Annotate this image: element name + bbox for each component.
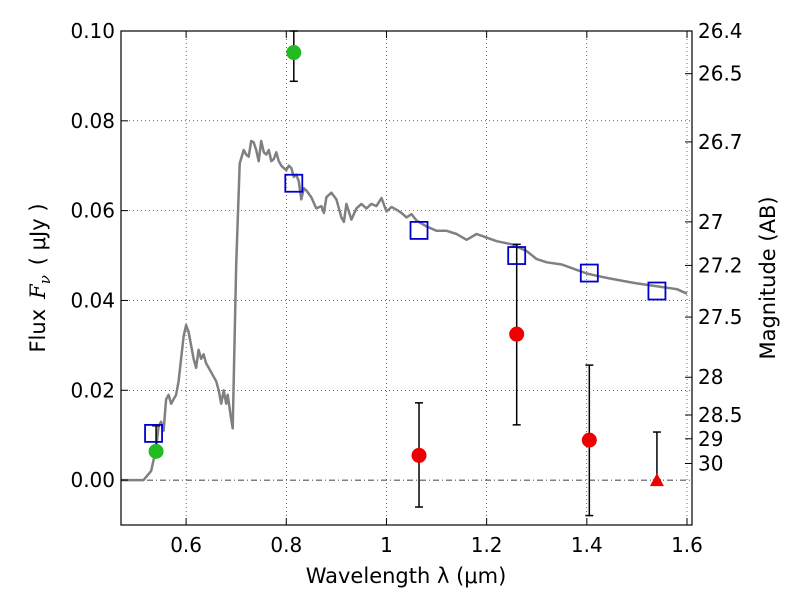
y2-tick-label: 26.4 bbox=[698, 19, 743, 43]
y-axis-label-prefix: Flux bbox=[26, 309, 50, 353]
model-sed bbox=[121, 139, 688, 482]
y2-tick-label: 28 bbox=[698, 365, 723, 389]
detection-point bbox=[286, 45, 302, 61]
y-tick-label: 0.04 bbox=[70, 288, 115, 312]
y-tick-labels: 0.00 0.02 0.04 0.06 0.08 0.10 bbox=[70, 19, 115, 492]
y-axis-label: Flux Fν ( μJy ) bbox=[26, 203, 54, 352]
model-band-flux-point bbox=[284, 173, 304, 193]
model-sed-line bbox=[121, 139, 688, 482]
x-axis-label: Wavelength λ (μm) bbox=[306, 564, 507, 588]
plot-frame bbox=[120, 30, 693, 526]
y-axis-label-subscript: ν bbox=[36, 275, 54, 284]
model-band-flux-point bbox=[144, 423, 163, 443]
y-tick-label: 0.02 bbox=[70, 378, 115, 402]
model-band-flux-point bbox=[647, 281, 667, 301]
y-tick-label: 0.00 bbox=[70, 468, 115, 492]
data-markers bbox=[144, 45, 667, 487]
y-axis-label-units: ( μJy ) bbox=[26, 203, 50, 265]
detection-point bbox=[148, 443, 164, 459]
non-detection-point bbox=[411, 447, 427, 463]
model-band-flux-point bbox=[409, 220, 429, 240]
y2-tick-label: 30 bbox=[698, 451, 723, 475]
x-tick-labels: 0.6 0.8 1 1.2 1.4 1.6 bbox=[170, 533, 703, 557]
y2-tick-label: 27.5 bbox=[698, 305, 743, 329]
x-tick-label: 1.2 bbox=[471, 533, 503, 557]
axis-ticks bbox=[121, 30, 692, 525]
y2-tick-label: 27.2 bbox=[698, 253, 743, 277]
non-detection-point bbox=[581, 432, 597, 448]
x-tick-label: 1 bbox=[380, 533, 393, 557]
model-band-flux-point bbox=[579, 263, 599, 283]
y2-tick-label: 29 bbox=[698, 427, 723, 451]
x-tick-label: 1.6 bbox=[671, 533, 703, 557]
model-band-flux-point bbox=[507, 246, 527, 265]
y-tick-label: 0.08 bbox=[70, 109, 115, 133]
y2-axis-label: Magnitude (AB) bbox=[756, 196, 780, 359]
y-tick-label: 0.06 bbox=[70, 199, 115, 223]
upper-limit-point bbox=[649, 473, 664, 487]
non-detection-point bbox=[509, 326, 525, 342]
y2-tick-label: 26.7 bbox=[698, 130, 743, 154]
x-tick-label: 1.4 bbox=[571, 533, 603, 557]
x-tick-label: 0.6 bbox=[170, 533, 202, 557]
y2-tick-label: 28.5 bbox=[698, 403, 743, 427]
y2-tick-label: 26.5 bbox=[698, 62, 743, 86]
y2-tick-label: 27 bbox=[698, 210, 723, 234]
x-tick-label: 0.8 bbox=[270, 533, 302, 557]
y-tick-label: 0.10 bbox=[70, 19, 115, 43]
y-axis-label-symbol: F bbox=[26, 283, 50, 300]
